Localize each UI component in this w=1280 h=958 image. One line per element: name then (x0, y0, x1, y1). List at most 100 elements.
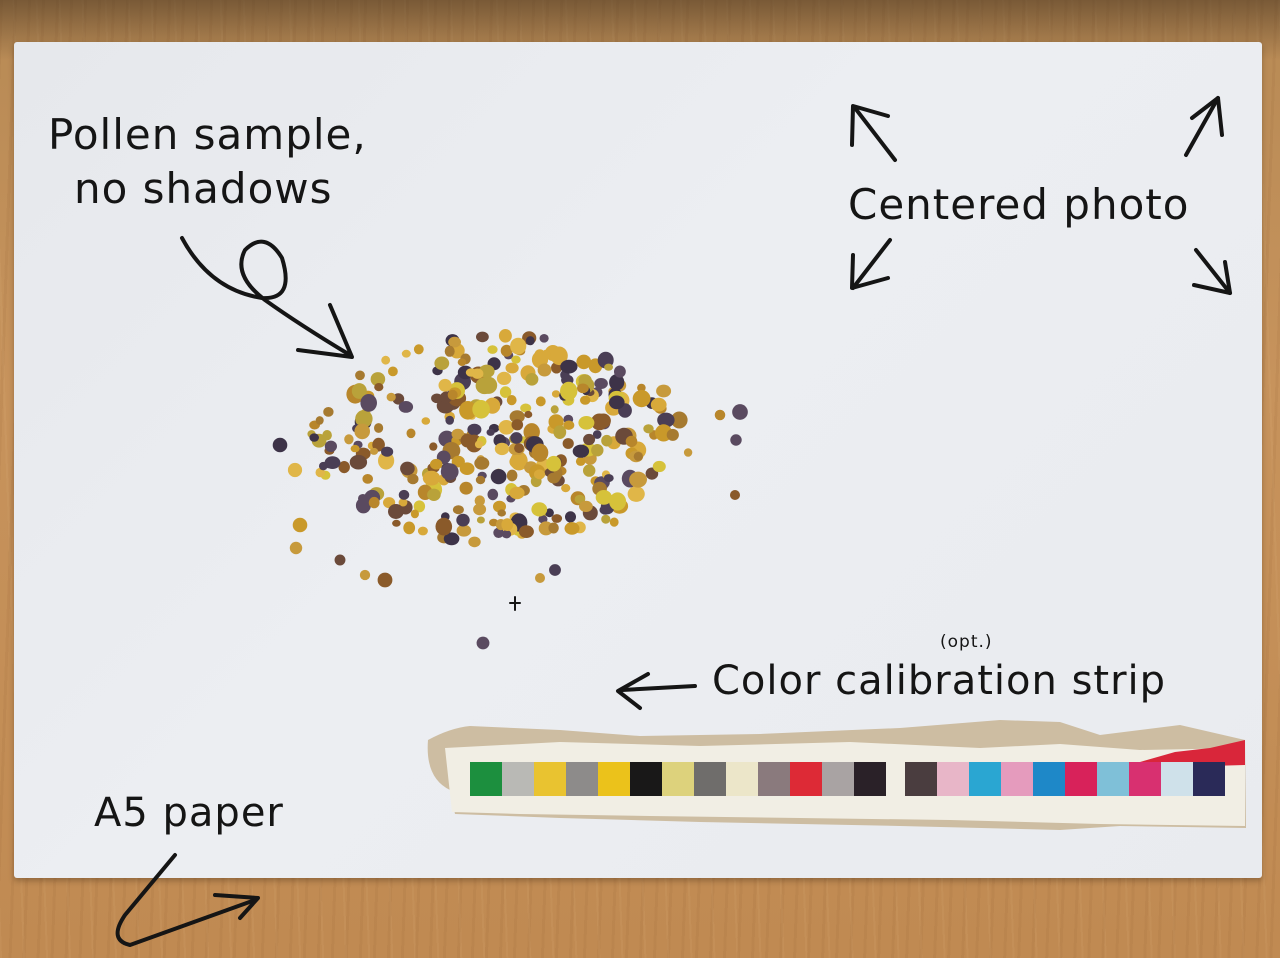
pollen-pellet (510, 337, 527, 355)
color-swatch (502, 762, 534, 796)
color-swatch (694, 762, 726, 796)
color-swatch (1129, 762, 1161, 796)
pollen-pellet (374, 383, 384, 392)
pollen-pellet (595, 490, 612, 505)
pollen-pellet (457, 358, 467, 367)
pollen-pellet (550, 346, 568, 366)
pollen-pellet (683, 448, 693, 457)
pollen-pellet (474, 495, 485, 507)
pollen-pellet (421, 417, 431, 425)
pollen-pellet (498, 420, 515, 435)
pollen-pellet (531, 502, 548, 517)
pollen-pellet (572, 444, 590, 458)
pollen-pellet (476, 516, 485, 524)
pollen-pellet (563, 420, 575, 430)
pollen-pellet (322, 430, 332, 441)
pollen-pellet (344, 434, 354, 445)
pollen-pellet (666, 428, 679, 441)
pollen-pellet (518, 525, 534, 538)
pollen-pellet (388, 504, 404, 519)
pollen-pellet (578, 374, 592, 386)
pollen-pellet (506, 469, 518, 482)
pollen-pellet (487, 488, 499, 501)
pollen-pellet (501, 530, 512, 539)
pollen-pellet (637, 383, 646, 392)
color-swatch (758, 762, 790, 796)
pollen-pellet (538, 515, 548, 524)
pollen-pellet (499, 386, 512, 398)
pollen-pellet (474, 440, 484, 449)
pollen-pellet (398, 489, 410, 500)
pollen-pellet (592, 430, 602, 439)
pollen-pellet (315, 416, 324, 425)
pollen-pellet (350, 444, 360, 453)
arrow-down-left-icon (850, 238, 892, 290)
pollen-pellet (595, 413, 611, 429)
pollen-pellet (509, 454, 527, 469)
color-swatch (1193, 762, 1225, 796)
pollen-pellet (490, 469, 507, 485)
pollen-sample-label: Pollen sample, no shadows (48, 108, 367, 216)
pollen-pellet (629, 471, 647, 488)
color-swatch (534, 762, 566, 796)
pollen-pellet (323, 407, 334, 417)
pollen-pellet (509, 486, 525, 500)
pollen-pellet (493, 527, 504, 538)
pollen-pellet (494, 442, 510, 456)
pollen-pellet (551, 514, 563, 523)
pollen-pellet (473, 503, 487, 516)
pollen-pellet (459, 462, 475, 476)
pollen-pellet (562, 438, 574, 449)
pollen-pellet (413, 500, 426, 513)
pollen-pellet (427, 488, 441, 501)
pollen-pellet (410, 509, 419, 519)
pollen-pellet (381, 446, 394, 457)
pollen-pellet (509, 410, 525, 424)
pollen-pellet (525, 373, 539, 386)
pollen-pellet (599, 505, 611, 515)
pollen-pellet (472, 400, 490, 419)
centered-photo-label: Centered photo (848, 180, 1190, 229)
pollen-label-line2: no shadows (74, 164, 333, 213)
pollen-pellet (500, 344, 513, 357)
pollen-pellet (374, 423, 384, 433)
pollen-pellet (546, 455, 562, 472)
pollen-pellet (601, 514, 611, 524)
calibration-strip-label: Color calibration strip (712, 658, 1167, 704)
pollen-pellet (487, 345, 498, 354)
pollen-pellet (324, 440, 337, 452)
pollen-pellet (671, 411, 688, 429)
pollen-pellet (355, 370, 365, 381)
color-swatch (1065, 762, 1097, 796)
pollen-pellet (535, 396, 546, 407)
pollen-pellet (398, 401, 414, 413)
pollen-pellet (549, 564, 561, 576)
pollen-pellet (603, 474, 614, 483)
pollen-pellet (561, 484, 571, 493)
pollen-pellet (334, 554, 346, 566)
color-swatch (1097, 762, 1129, 796)
pollen-pellet (632, 390, 651, 408)
pollen-pellet (407, 473, 419, 485)
pollen-pellet (467, 423, 482, 436)
pollen-pellet (510, 432, 523, 444)
optional-label: (opt.) (940, 632, 993, 652)
pollen-pellet (447, 389, 458, 400)
pollen-pellet (362, 474, 374, 484)
pollen-pellet (459, 401, 477, 420)
color-swatch (1001, 762, 1033, 796)
pollen-pellet (732, 404, 748, 420)
pollen-pellet (417, 526, 428, 536)
arrow-up-left-icon (850, 104, 897, 162)
color-swatch (790, 762, 822, 796)
color-swatch (1033, 762, 1065, 796)
pollen-pellet (369, 447, 379, 455)
pollen-pellet (579, 500, 593, 512)
pollen-pellet (287, 462, 303, 478)
pollen-pellet (578, 416, 595, 430)
color-swatch (1161, 762, 1193, 796)
pollen-pellet (496, 371, 512, 385)
pollen-pellet (434, 356, 450, 370)
pollen-pellet (459, 481, 473, 495)
